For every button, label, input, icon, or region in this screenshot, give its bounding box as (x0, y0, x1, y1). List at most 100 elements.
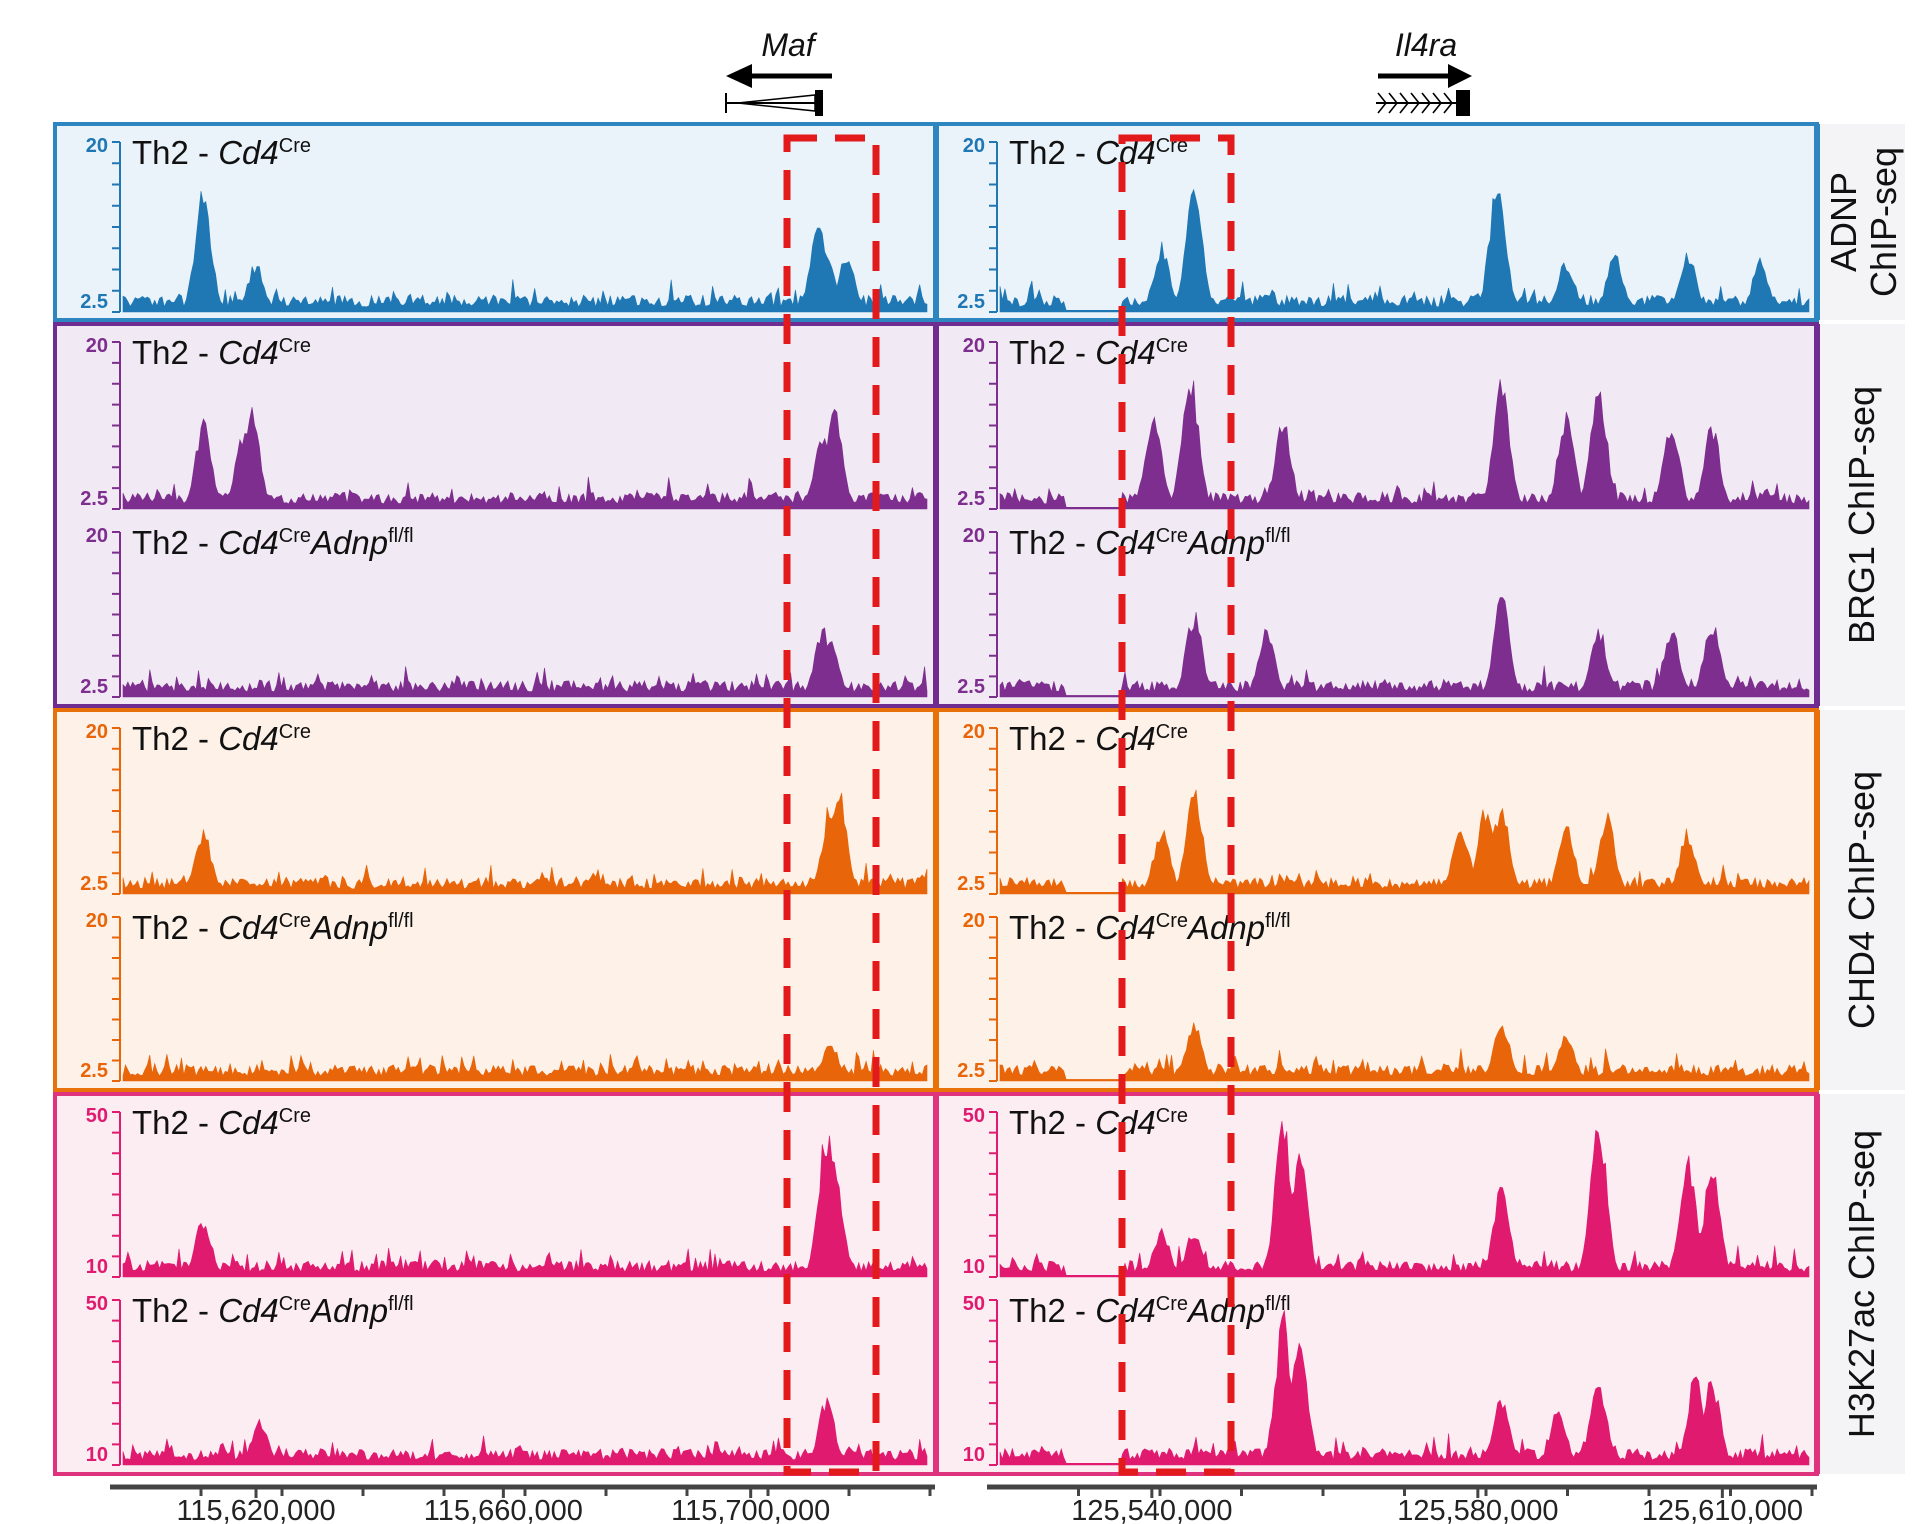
assay-label: ADNPChIP-seq (1823, 147, 1904, 297)
panel-right-0 (935, 122, 1819, 322)
gene-exon (1456, 90, 1470, 116)
sample-name: Th2 - (1009, 134, 1095, 171)
gene-exon-marker (1399, 92, 1410, 114)
y-min-label: 2.5 (80, 1060, 108, 1082)
signal-track (999, 188, 1810, 313)
sample-name: Th2 - (1009, 909, 1095, 946)
sample-name: Th2 - (132, 720, 218, 757)
y-max-label: 20 (963, 335, 985, 357)
sample-name: Th2 - (132, 334, 218, 371)
genotype-sup: Cre (1156, 335, 1188, 357)
gene-exon-marker (1432, 92, 1443, 114)
signal-track (999, 1310, 1810, 1466)
genotype-sup: Cre (279, 525, 311, 547)
panel-right-1 (935, 322, 1819, 708)
genotype-sup: Cre (1156, 525, 1188, 547)
assay-label-line: BRG1 ChIP-seq (1841, 386, 1882, 644)
y-min-label: 2.5 (80, 873, 108, 895)
gene-exon-marker (1388, 92, 1399, 114)
signal-track (122, 191, 928, 313)
panel-left-2 (53, 708, 937, 1092)
genotype: Cd4 (218, 909, 279, 946)
sample-name: Th2 - (1009, 1104, 1095, 1141)
signal-track (122, 1135, 928, 1278)
genotype-extra: Adnp (1186, 524, 1265, 561)
genotype-sup: Cre (1156, 721, 1188, 743)
genotype: Cd4 (218, 720, 279, 757)
genotype-extra-sup: fl/fl (1265, 1293, 1291, 1315)
assay-label-box (1819, 710, 1905, 1090)
y-max-label: 20 (86, 135, 108, 157)
panel-right-3 (935, 1092, 1819, 1476)
y-max-label: 50 (86, 1293, 108, 1315)
genotype-sup: Cre (279, 1293, 311, 1315)
sample-name: Th2 - (132, 134, 218, 171)
sample-name: Th2 - (132, 524, 218, 561)
x-tick-label: 125,540,000 (1071, 1495, 1232, 1524)
x-tick-label: 115,700,000 (671, 1495, 830, 1524)
signal-track (999, 597, 1810, 698)
signal-track (122, 1045, 928, 1082)
sample-label: Th2 - Cd4CreAdnpfl/fl (1009, 909, 1291, 946)
y-max-label: 20 (963, 135, 985, 157)
y-min-label: 2.5 (957, 676, 985, 698)
sample-name: Th2 - (1009, 334, 1095, 371)
highlight-box (1118, 134, 1235, 1476)
assay-label: BRG1 ChIP-seq (1841, 386, 1882, 644)
y-min-label: 2.5 (80, 291, 108, 313)
assay-label: H3K27ac ChIP-seq (1841, 1130, 1882, 1438)
y-max-label: 50 (963, 1293, 985, 1315)
genotype: Cd4 (218, 524, 279, 561)
gene-arrowhead (726, 64, 752, 88)
y-max-label: 20 (86, 525, 108, 547)
gene-arrowhead (1448, 64, 1472, 88)
genotype-extra: Adnp (1186, 909, 1265, 946)
assay-label-box (1819, 124, 1905, 320)
sample-name: Th2 - (1009, 720, 1095, 757)
genotype: Cd4 (218, 134, 279, 171)
y-min-label: 2.5 (957, 291, 985, 313)
y-max-label: 20 (86, 335, 108, 357)
x-tick-label: 125,580,000 (1397, 1495, 1558, 1524)
panel-left-3 (53, 1092, 937, 1476)
y-min-label: 10 (963, 1444, 985, 1466)
sample-label: Th2 - Cd4Cre (132, 720, 311, 757)
genotype-extra-sup: fl/fl (388, 1293, 414, 1315)
gene-exon-marker (1421, 92, 1432, 114)
signal-track (999, 1022, 1810, 1082)
genotype-extra: Adnp (309, 1292, 388, 1329)
genotype-extra: Adnp (309, 524, 388, 561)
genotype-extra-sup: fl/fl (388, 525, 414, 547)
gene-exon (815, 90, 823, 116)
sample-label: Th2 - Cd4CreAdnpfl/fl (132, 1292, 414, 1329)
genotype-sup: Cre (1156, 1105, 1188, 1127)
y-max-label: 50 (963, 1105, 985, 1127)
gene-label: Il4ra (1395, 27, 1457, 63)
sample-name: Th2 - (1009, 1292, 1095, 1329)
gene-exon-marker (1443, 92, 1454, 114)
sample-name: Th2 - (1009, 524, 1095, 561)
y-max-label: 20 (86, 910, 108, 932)
gene-exon-marker (1377, 92, 1388, 114)
assay-label-box (1819, 324, 1905, 706)
sample-name: Th2 - (132, 1292, 218, 1329)
genotype-extra-sup: fl/fl (1265, 910, 1291, 932)
x-tick-label: 115,660,000 (424, 1495, 583, 1524)
sample-label: Th2 - Cd4Cre (132, 334, 311, 371)
genotype: Cd4 (218, 334, 279, 371)
signal-track (999, 379, 1810, 510)
signal-track (122, 792, 928, 895)
sample-label: Th2 - Cd4CreAdnpfl/fl (132, 524, 414, 561)
genotype-sup: Cre (279, 721, 311, 743)
assay-label-line: H3K27ac ChIP-seq (1841, 1130, 1882, 1438)
genotype-extra-sup: fl/fl (1265, 525, 1291, 547)
y-min-label: 2.5 (80, 488, 108, 510)
y-min-label: 2.5 (957, 488, 985, 510)
gene-exon-marker (1410, 92, 1421, 114)
genotype-extra: Adnp (309, 909, 388, 946)
genotype-extra: Adnp (1186, 1292, 1265, 1329)
x-tick-label: 115,620,000 (176, 1495, 335, 1524)
sample-label: Th2 - Cd4Cre (1009, 334, 1188, 371)
assay-label-line: ADNP (1823, 172, 1864, 272)
x-tick-label: 125,610,000 (1642, 1495, 1803, 1524)
